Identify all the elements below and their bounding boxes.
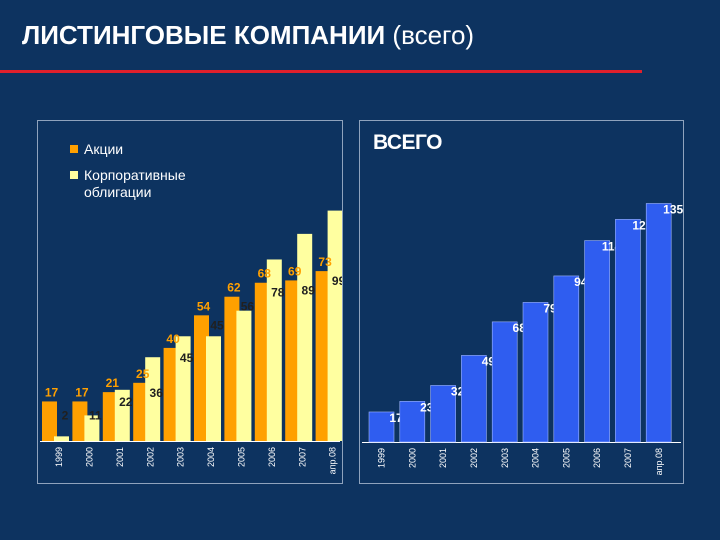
bar-shares-2003 — [163, 347, 179, 441]
data-label-shares-1999: 17 — [45, 385, 59, 399]
bar-bonds-2003 — [175, 336, 191, 441]
data-label-bonds-апр.08: 99 — [332, 274, 342, 288]
x-tick-label-2004: 2004 — [531, 448, 541, 468]
bar-shares-апр.08 — [315, 271, 331, 441]
data-label-bonds-2001: 22 — [119, 395, 133, 409]
x-tick-label-2001: 2001 — [115, 447, 125, 467]
bar-total-2000 — [399, 401, 426, 443]
bar-shares-1999 — [42, 401, 57, 441]
x-tick-label-1999: 1999 — [54, 447, 64, 467]
x-tick-label-2007: 2007 — [623, 448, 633, 468]
data-label-shares-2005: 62 — [227, 281, 241, 295]
page-title: ЛИСТИНГОВЫЕ КОМПАНИИ (всего) — [22, 18, 474, 52]
bar-shares-2006 — [254, 282, 270, 441]
x-tick-label-2007: 2007 — [297, 447, 307, 467]
bar-bonds-2005 — [236, 310, 252, 441]
x-tick-label-2001: 2001 — [438, 448, 448, 468]
bar-bonds-2000 — [84, 415, 100, 441]
legend-item-shares: Акции — [70, 141, 214, 158]
page-title-subtitle: (всего) — [392, 20, 475, 50]
bar-total-2007 — [615, 219, 641, 443]
bar-bonds-апр.08 — [327, 210, 342, 441]
x-tick-label-2000: 2000 — [85, 447, 95, 467]
bar-bonds-1999 — [54, 436, 69, 441]
x-tick-label-2003: 2003 — [500, 448, 510, 468]
bar-bonds-2004 — [206, 336, 221, 441]
bar-total-2005 — [553, 275, 580, 443]
legend-swatch-shares — [70, 145, 78, 153]
x-tick-label-2004: 2004 — [206, 447, 216, 467]
x-tick-label-2005: 2005 — [237, 447, 247, 467]
data-label-bonds-1999: 2 — [62, 408, 69, 422]
data-label-shares-2001: 21 — [106, 376, 120, 390]
bar-bonds-2002 — [145, 357, 161, 441]
bar-shares-2004 — [194, 315, 209, 441]
title-underline — [0, 70, 642, 73]
bar-total-2003 — [491, 321, 518, 443]
data-label-shares-2007: 69 — [288, 264, 302, 278]
bar-shares-2000 — [72, 401, 88, 441]
data-label-bonds-2003: 45 — [180, 351, 194, 365]
legend-swatch-bonds — [70, 171, 78, 179]
legend-label-shares: Акции — [84, 141, 124, 157]
data-label-bonds-2006: 78 — [271, 286, 285, 300]
total-bar-chart: 1719992320003220014920026820037920049420… — [362, 203, 683, 475]
x-tick-label-2006: 2006 — [592, 448, 602, 468]
data-label-shares-апр.08: 73 — [318, 255, 332, 269]
bar-total-1999 — [368, 411, 395, 443]
data-label-bonds-2002: 36 — [150, 386, 164, 400]
data-label-bonds-2004: 45 — [210, 318, 224, 332]
bar-bonds-2001 — [114, 389, 130, 441]
data-label-bonds-2005: 56 — [241, 300, 255, 314]
bar-shares-2001 — [102, 392, 118, 441]
chart-legend: Акции Корпоративные облигации — [70, 141, 214, 210]
chart-panel-total: ВСЕГО 17 1999 23 2000 32 2001 49 2002 68 2003 79 20… — [359, 120, 684, 484]
data-label-shares-2000: 17 — [75, 385, 89, 399]
x-tick-label-2005: 2005 — [561, 448, 571, 468]
data-label-shares-2003: 40 — [166, 332, 180, 346]
breakdown-bar-chart: 1721999171120002122200125362002404520035… — [40, 210, 342, 474]
bar-total-2004 — [522, 302, 549, 443]
bar-bonds-2006 — [266, 259, 282, 441]
x-tick-label-2003: 2003 — [176, 447, 186, 467]
bar-bonds-2007 — [297, 233, 313, 441]
bar-shares-2005 — [224, 296, 240, 441]
data-label-bonds-2000: 11 — [89, 408, 102, 422]
x-tick-label-2000: 2000 — [407, 448, 417, 468]
x-tick-label-1999: 1999 — [377, 448, 387, 468]
data-label-total-апр.08: 135 — [663, 203, 683, 217]
data-label-bonds-2007: 89 — [302, 283, 316, 297]
x-tick-label-апр.08: апр.08 — [328, 447, 338, 474]
x-tick-label-2002: 2002 — [469, 448, 479, 468]
chart-title-total: ВСЕГО — [373, 131, 443, 154]
x-tick-label-апр.08: апр.08 — [654, 448, 664, 475]
page-title-main: ЛИСТИНГОВЫЕ КОМПАНИИ — [22, 20, 386, 50]
data-label-shares-2002: 25 — [136, 367, 150, 381]
legend-item-bonds: Корпоративные облигации — [70, 167, 214, 201]
legend-label-bonds: Корпоративные облигации — [84, 167, 186, 200]
bar-total-2006 — [584, 240, 610, 443]
bar-total-апр.08 — [645, 203, 672, 443]
x-tick-label-2006: 2006 — [267, 447, 277, 467]
bar-total-2001 — [430, 385, 456, 443]
x-tick-label-2002: 2002 — [145, 447, 155, 467]
data-label-shares-2006: 68 — [258, 267, 272, 281]
data-label-shares-2004: 54 — [197, 299, 211, 313]
bar-total-2002 — [461, 355, 487, 443]
bar-shares-2007 — [285, 280, 301, 441]
chart-panel-breakdown: 17 2 1999 17 11 2000 21 22 2001 25 36 2002 40 45 2003 5… — [37, 120, 343, 484]
bar-shares-2002 — [133, 382, 149, 441]
